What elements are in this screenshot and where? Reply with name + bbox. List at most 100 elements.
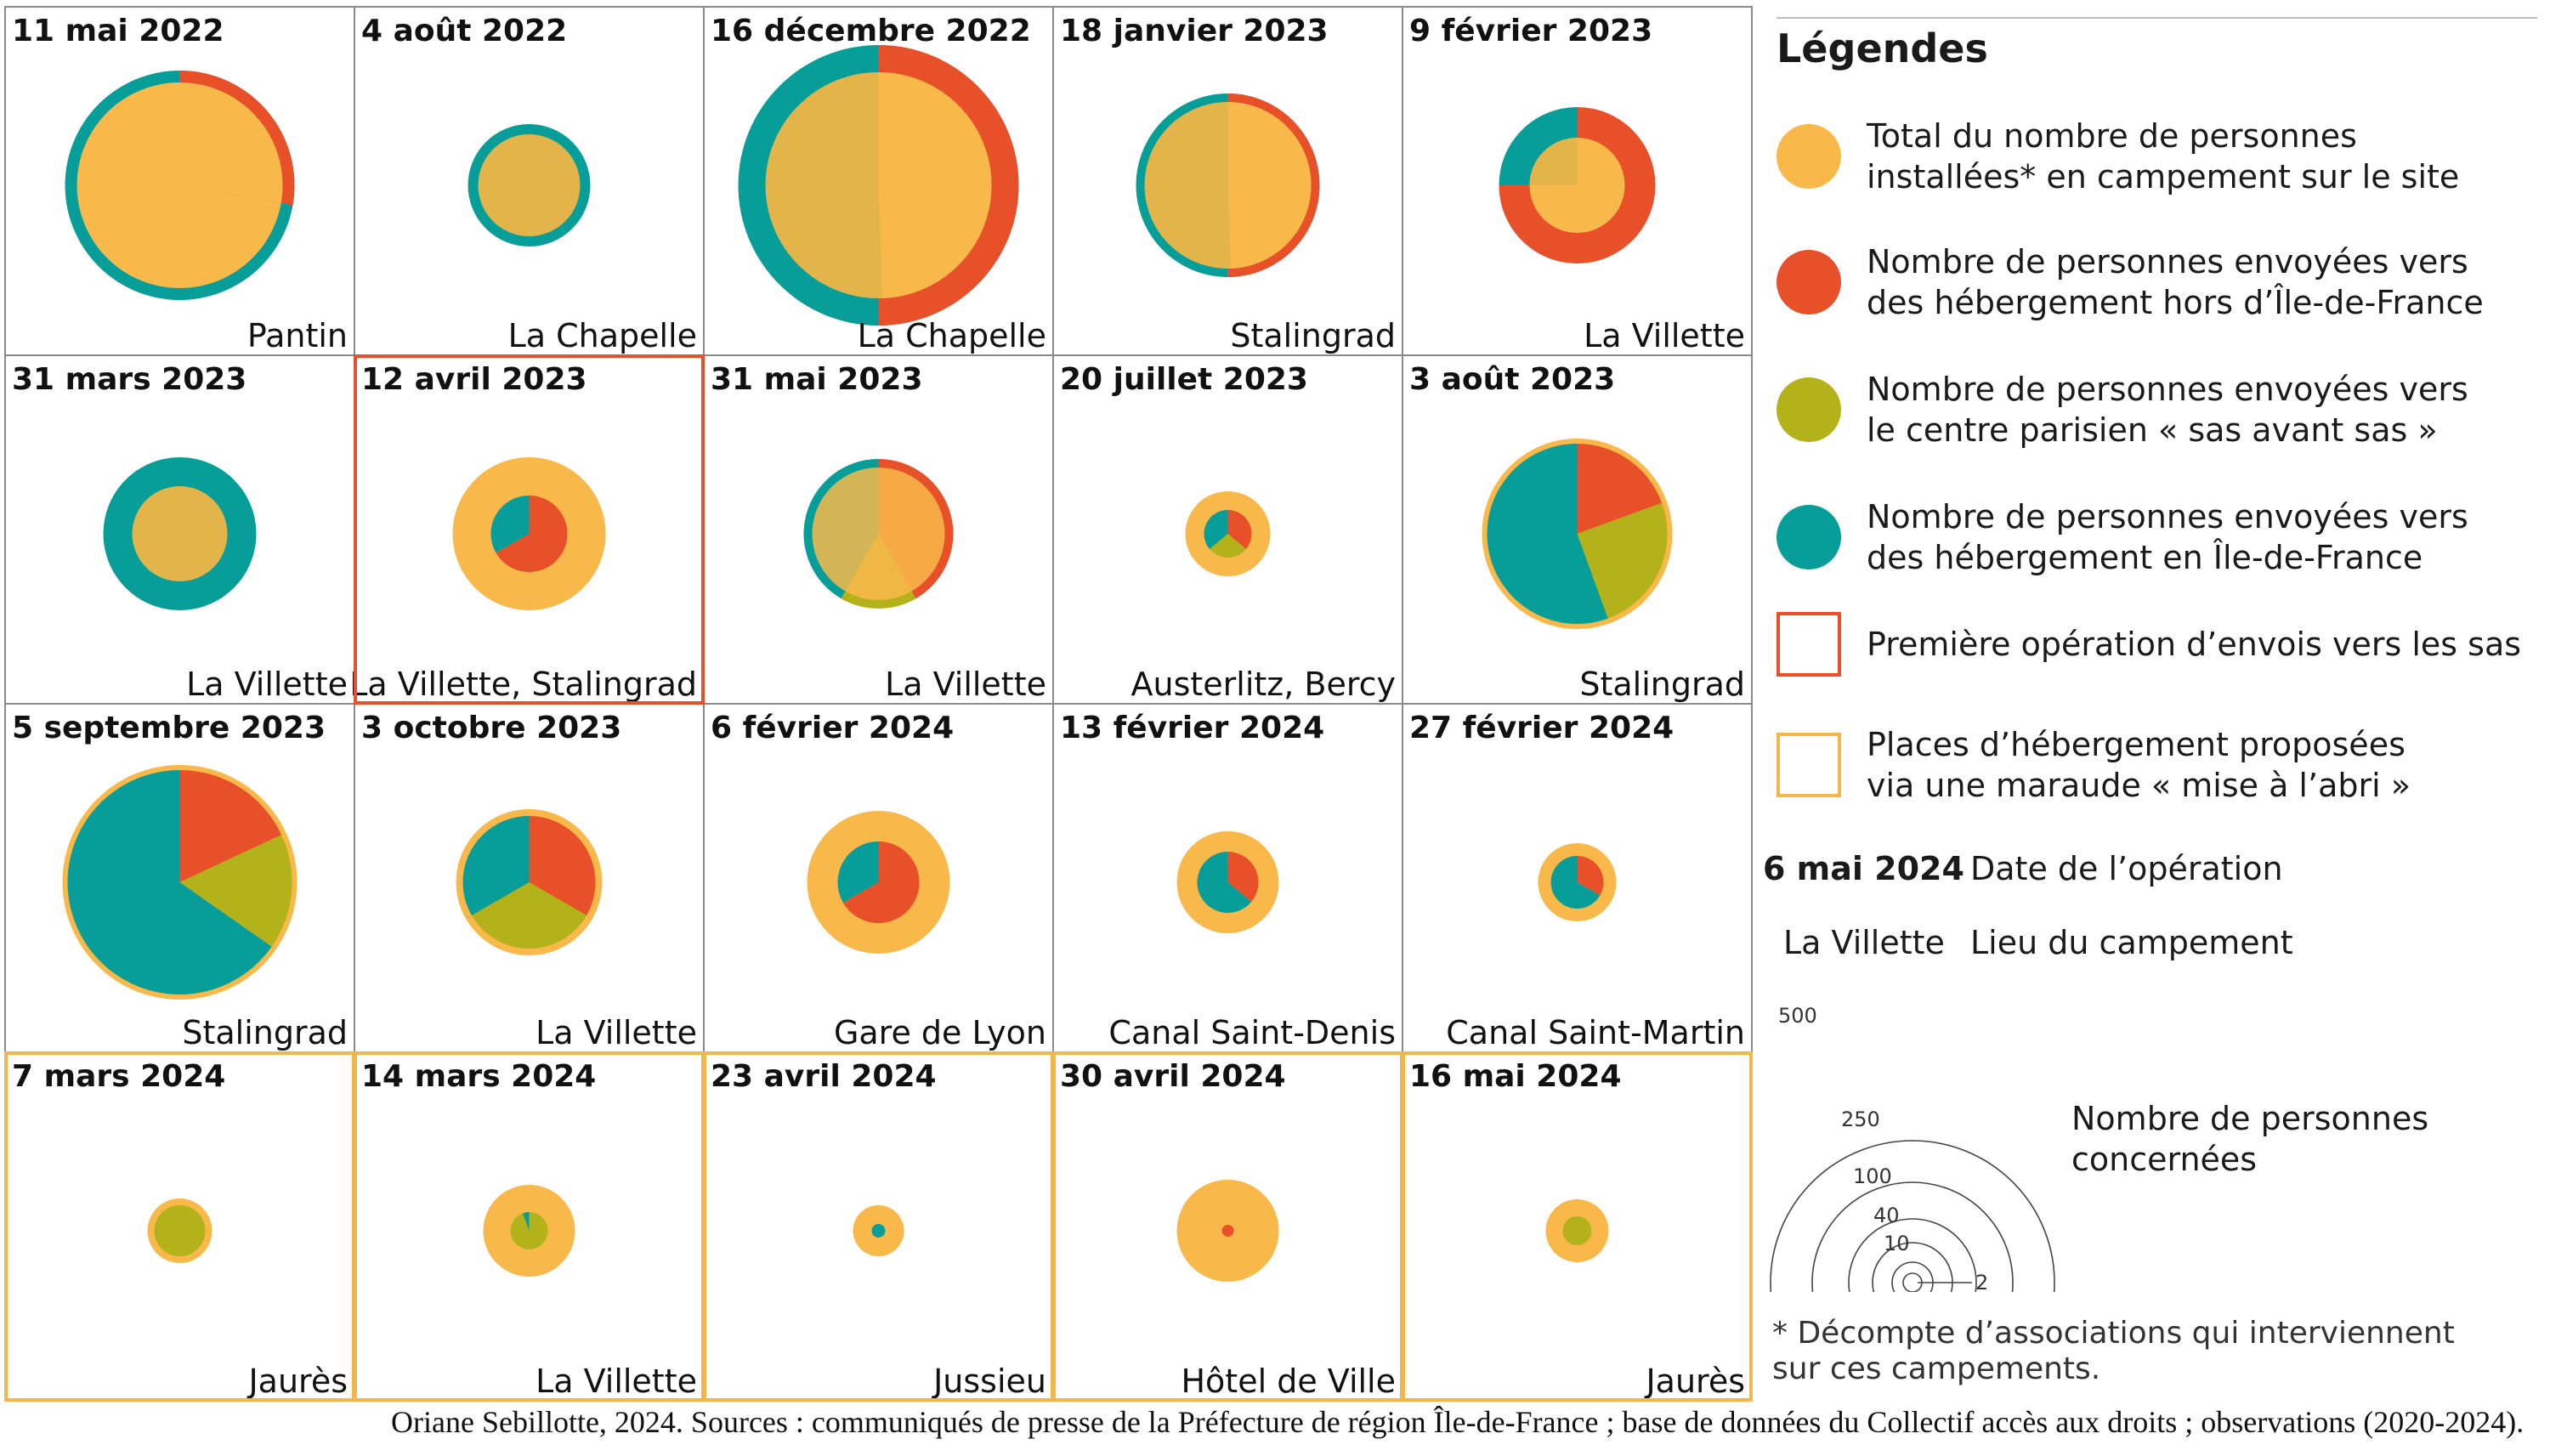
operation-date: 3 août 2023 — [1409, 362, 1615, 397]
operation-disc — [1499, 107, 1656, 263]
operation-cell: 12 avril 2023 La Villette, Stalingrad — [349, 354, 705, 705]
operation-place: Jaurès — [1644, 1363, 1745, 1400]
source-credit: Oriane Sebillotte, 2024. Sources : commu… — [391, 1405, 2524, 1439]
operation-disc — [452, 457, 606, 610]
disc-slice — [490, 496, 530, 553]
operation-disc — [1482, 439, 1673, 629]
operation-place: La Chapelle — [858, 317, 1046, 354]
operation-cell: 31 mars 2023 La Villette — [4, 354, 355, 705]
operation-cell: 3 octobre 2023 La Villette — [354, 703, 705, 1053]
disc-slice — [1227, 510, 1252, 549]
operation-disc — [456, 809, 603, 955]
operation-place: Stalingrad — [1579, 666, 1745, 703]
first-sas-swatch-icon — [1776, 612, 1841, 677]
disc-slice — [1577, 444, 1663, 534]
operation-disc — [853, 1205, 904, 1256]
operation-date: 13 février 2024 — [1060, 711, 1324, 745]
disc-slice — [1197, 852, 1252, 914]
operation-cell: 13 février 2024 Canal Saint-Denis — [1052, 703, 1403, 1053]
operation-date: 27 février 2024 — [1409, 711, 1674, 745]
operation-cell: 18 janvier 2023 Stalingrad — [1052, 6, 1403, 356]
operation-cell: 6 février 2024 Gare de Lyon — [703, 703, 1054, 1053]
legend-item-maraude: Places d’hébergement proposées via une m… — [1776, 724, 2530, 806]
operation-place: Austerlitz, Bercy — [1130, 666, 1396, 703]
scale-label-250: 250 — [1841, 1108, 1880, 1131]
operation-disc — [147, 1198, 212, 1263]
disc-slice — [522, 1212, 530, 1231]
operation-date: 3 octobre 2023 — [361, 711, 621, 745]
disc-slice — [154, 1205, 206, 1256]
operation-date: 5 septembre 2023 — [12, 711, 326, 745]
legend-text-first-sas: Première opération d’envois vers les sas — [1867, 626, 2522, 663]
disc-slice — [1577, 856, 1604, 896]
operation-place: La Villette — [536, 1014, 697, 1051]
legend-place-desc: Lieu du campement — [1970, 924, 2293, 961]
operation-place: Stalingrad — [182, 1014, 348, 1051]
operation-place: Canal Saint-Martin — [1446, 1014, 1745, 1051]
operation-date: 18 janvier 2023 — [1060, 14, 1329, 48]
operation-disc — [468, 124, 591, 246]
operation-cell: 27 février 2024 Canal Saint-Martin — [1402, 703, 1753, 1053]
operation-date: 11 mai 2022 — [12, 14, 224, 48]
operation-place: La Villette — [885, 666, 1046, 703]
disc-total-overlay — [1529, 138, 1578, 185]
operation-cell: 16 décembre 2022 La Chapelle — [703, 6, 1054, 356]
operation-date: 14 mars 2024 — [361, 1059, 596, 1094]
scale-label-40: 40 — [1873, 1204, 1900, 1227]
operation-date: 31 mai 2023 — [711, 362, 923, 397]
operation-disc — [1136, 93, 1320, 277]
operation-place: La Chapelle — [508, 317, 697, 354]
operation-cell: 14 mars 2024 La Villette — [354, 1051, 705, 1402]
operation-place: Stalingrad — [1230, 317, 1396, 354]
legend-date-example: 6 mai 2024 — [1763, 850, 1964, 887]
operation-disc — [483, 1185, 575, 1277]
operation-disc — [803, 459, 954, 609]
operation-cell: 9 février 2023 La Villette — [1402, 6, 1753, 356]
operation-disc — [1545, 1199, 1609, 1262]
disc-slice — [179, 835, 292, 947]
disc-total-half — [1227, 102, 1312, 269]
scale-label-2: 2 — [1975, 1271, 1988, 1292]
disc-slice — [1577, 502, 1668, 619]
disc-slice — [871, 1224, 886, 1238]
disc-slice — [1550, 856, 1601, 909]
disc-slice — [496, 496, 568, 572]
operation-date: 4 août 2022 — [361, 14, 567, 48]
operation-date: 12 avril 2023 — [361, 362, 587, 397]
operation-disc — [1185, 491, 1271, 576]
operation-date: 7 mars 2024 — [12, 1059, 225, 1094]
scale-circle-500 — [1770, 1140, 2055, 1292]
operation-disc — [1538, 843, 1617, 921]
date-example: 6 mai 2024 — [1763, 850, 1964, 887]
operation-disc — [738, 45, 1019, 326]
disc-slice — [1227, 852, 1259, 903]
disc-slice — [529, 816, 596, 915]
scale-circle-100 — [1848, 1218, 1977, 1292]
disc-slice — [1204, 510, 1228, 549]
legend-item-idf: Nombre de personnes envoyées vers des hé… — [1776, 496, 2530, 578]
operation-disc — [1176, 831, 1279, 933]
operation-date: 16 décembre 2022 — [711, 14, 1031, 48]
operation-cell: 4 août 2022 La Chapelle — [354, 6, 705, 356]
disc-slice — [837, 841, 879, 903]
operation-disc — [807, 811, 950, 954]
operation-cell: 5 septembre 2023 Stalingrad — [4, 703, 355, 1053]
size-scale: 500 250 100 40 10 2 — [1770, 1004, 2055, 1292]
operation-cell: 20 juillet 2023 Austerlitz, Bercy — [1052, 354, 1403, 705]
legend-item-first-sas: Première opération d’envois vers les sas — [1776, 612, 2530, 677]
disc-total — [132, 486, 228, 581]
legend-title: Légendes — [1776, 25, 1988, 71]
operation-date: 9 février 2023 — [1409, 14, 1652, 48]
operation-cell: 7 mars 2024 Jaurès — [4, 1051, 355, 1402]
scale-label-10: 10 — [1884, 1232, 1910, 1255]
maraude-highlight — [1402, 1051, 1753, 1402]
operation-place: Hôtel de Ville — [1181, 1363, 1396, 1400]
operation-disc — [62, 765, 298, 1000]
legend-text-outside-idf: Nombre de personnes envoyées vers des hé… — [1867, 243, 2484, 321]
legend-item-sas: Nombre de personnes envoyées vers le cen… — [1776, 369, 2530, 450]
operation-date: 31 mars 2023 — [12, 362, 246, 397]
scale-label-500: 500 — [1778, 1004, 1817, 1028]
operation-date: 30 avril 2024 — [1060, 1059, 1286, 1094]
legend-place-example: La Villette — [1783, 924, 1945, 961]
